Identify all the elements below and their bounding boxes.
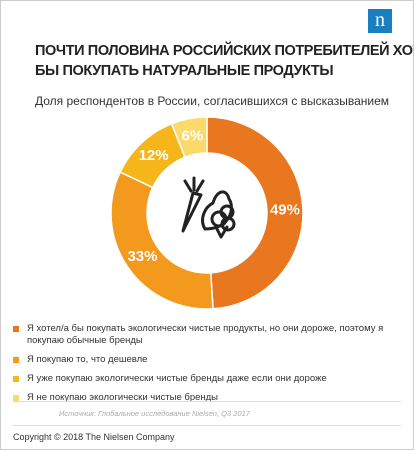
legend-item: Я уже покупаю экологически чистые бренды… <box>13 373 398 385</box>
legend-label: Я хотел/а бы покупать экологически чисты… <box>27 323 384 346</box>
legend-swatch <box>13 326 19 332</box>
subtitle: Доля респондентов в России, согласившихс… <box>35 94 390 108</box>
chart-title: БЫ ПОКУПАТЬ НАТУРАЛЬНЫЕ ПРОДУКТЫ <box>35 63 334 79</box>
legend-label: Я не покупаю экологически чистые бренды <box>27 392 219 403</box>
legend-swatch <box>13 395 19 401</box>
legend-swatch <box>13 376 19 382</box>
legend-item: Я хотел/а бы покупать экологически чисты… <box>13 323 398 347</box>
divider <box>13 401 401 402</box>
legend-label: Я уже покупаю экологически чистые бренды… <box>27 373 327 384</box>
chart-title: ПОЧТИ ПОЛОВИНА РОССИЙСКИХ ПОТРЕБИТЕЛЕЙ Х… <box>35 43 414 59</box>
data-label: 6% <box>182 127 204 144</box>
legend-item: Я покупаю то, что дешевле <box>13 354 398 366</box>
source: Источник: Глобальное исследование Nielse… <box>59 409 250 418</box>
donut-segment <box>110 171 214 310</box>
icon <box>181 176 236 239</box>
data-label: 49% <box>270 202 300 219</box>
divider <box>13 425 401 426</box>
legend: Я хотел/а бы покупать экологически чисты… <box>13 323 398 411</box>
legend-item: Я не покупаю экологически чистые бренды <box>13 392 398 404</box>
donut-segment <box>206 116 304 310</box>
donut-segment <box>170 116 208 159</box>
legend-swatch <box>13 357 19 363</box>
data-label: 33% <box>127 248 157 265</box>
logo: n <box>368 9 392 33</box>
chart: 49% 33% 12% 6% <box>110 116 304 310</box>
legend-label: Я покупаю то, что дешевле <box>27 354 148 365</box>
data-label: 12% <box>139 147 169 164</box>
copyright: Copyright © 2018 The Nielsen Company <box>13 432 175 442</box>
